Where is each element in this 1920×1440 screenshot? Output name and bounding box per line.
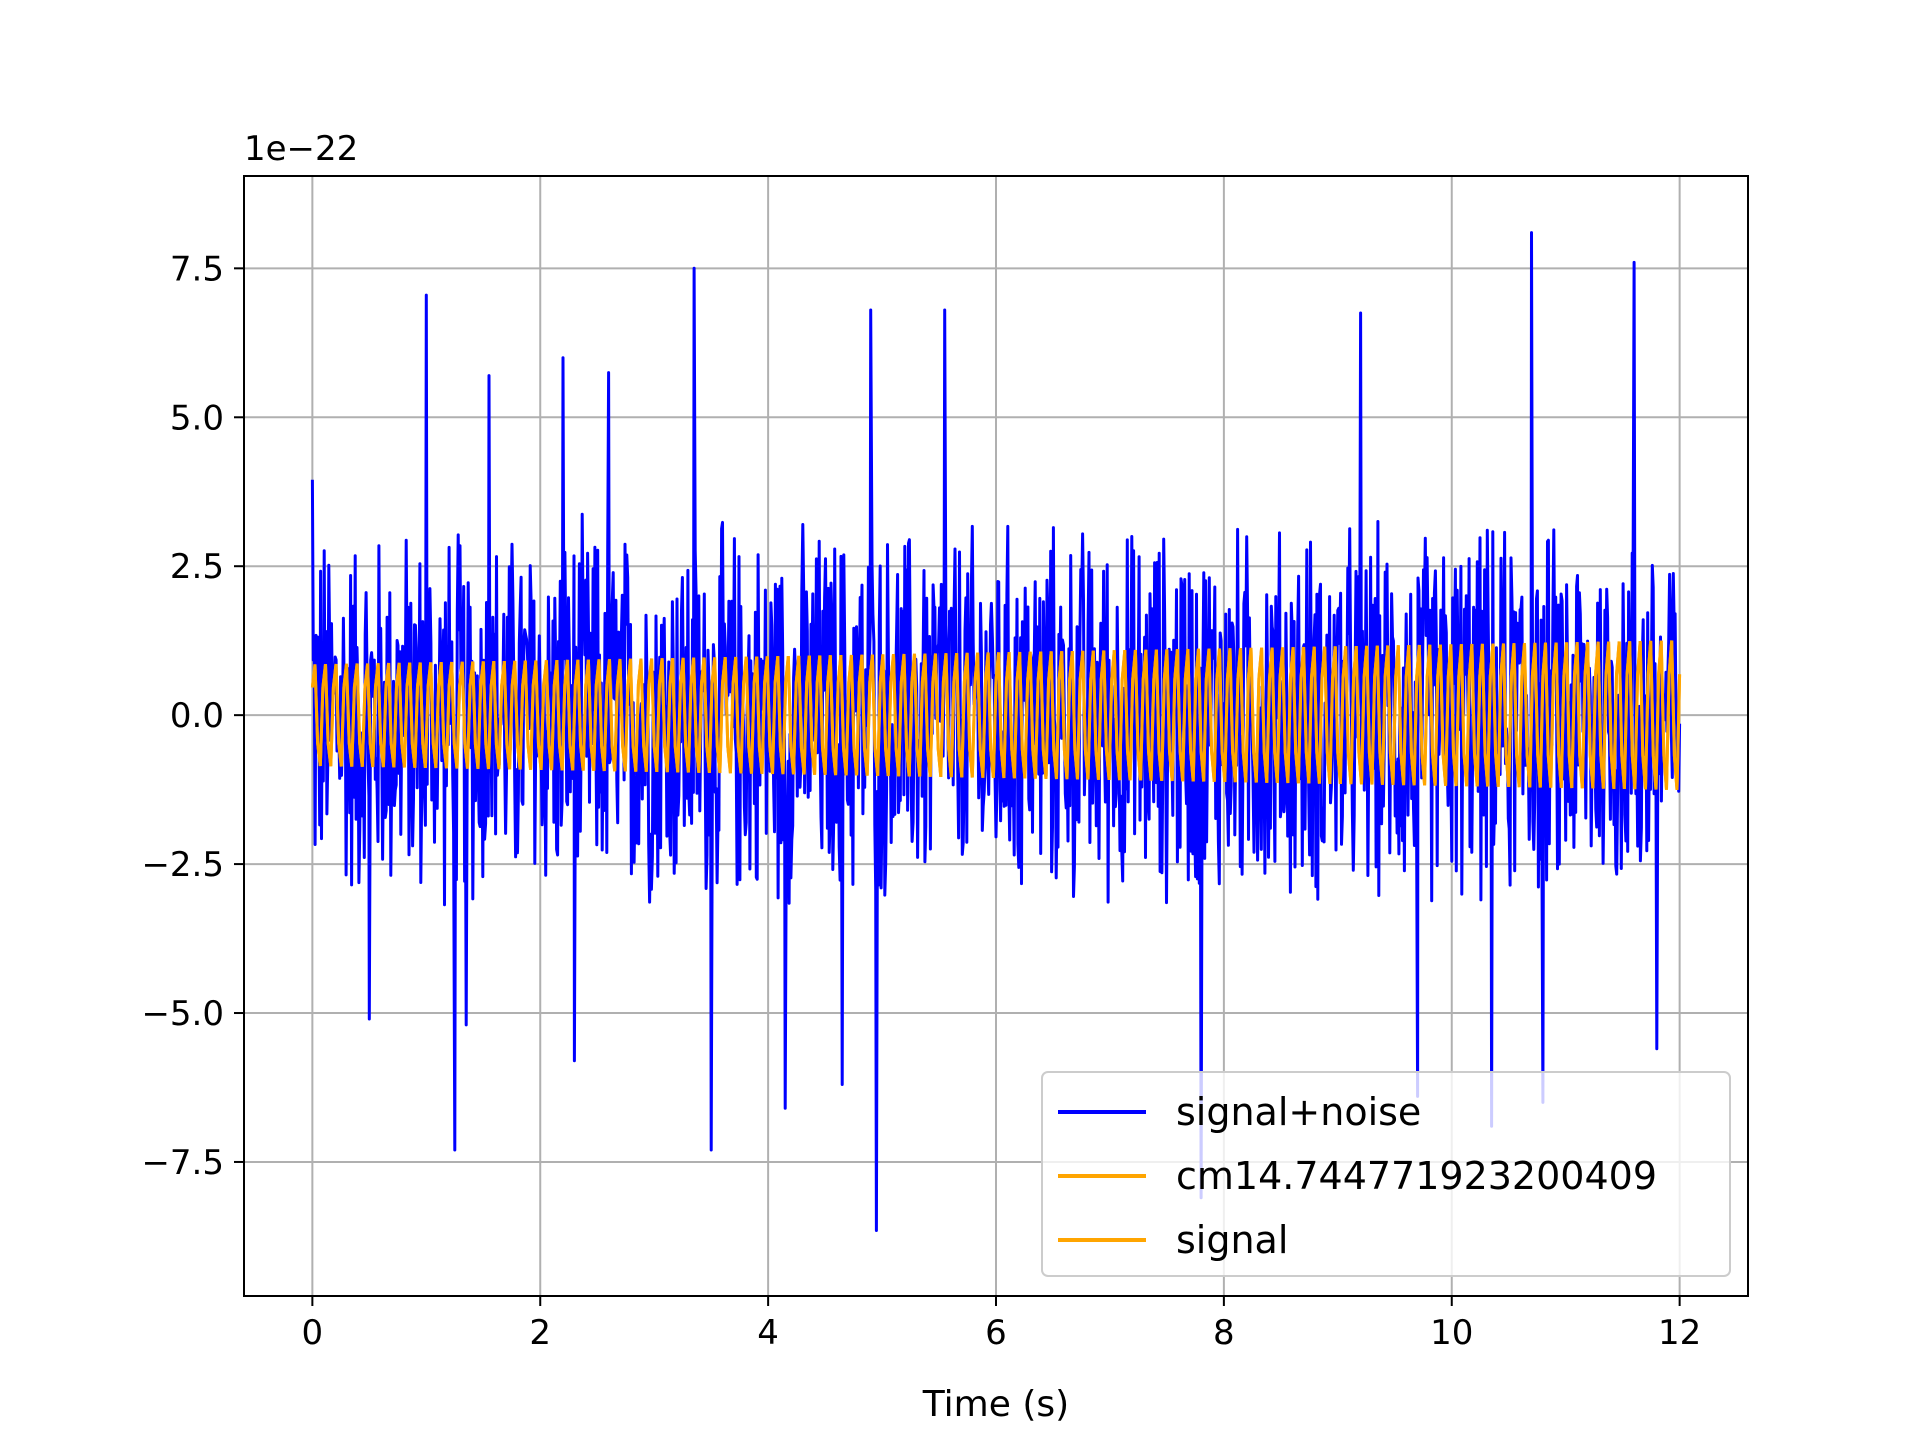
legend-item-cm-template: cm14.744771923200409 [1058, 1154, 1657, 1198]
x-tick-label: 0 [302, 1313, 324, 1353]
x-tick-label: 8 [1213, 1313, 1235, 1353]
legend-box [1041, 1071, 1731, 1277]
x-tick-label: 10 [1430, 1313, 1473, 1353]
legend-item-signal: signal [1058, 1218, 1288, 1262]
y-tick-label: −2.5 [141, 845, 224, 885]
legend-label: signal [1176, 1218, 1288, 1262]
y-tick-label: 7.5 [170, 249, 224, 289]
legend: signal+noise cm14.744771923200409 signal [1041, 1071, 1731, 1277]
y-tick-label: −5.0 [141, 994, 224, 1034]
legend-item-signal-noise: signal+noise [1058, 1090, 1421, 1134]
y-offset-text: 1e−22 [244, 129, 358, 169]
legend-label: signal+noise [1176, 1090, 1421, 1134]
series-layer [310, 231, 1682, 1232]
x-tick-label: 4 [757, 1313, 779, 1353]
series-signal-noise [310, 231, 1682, 1232]
x-axis-title: Time (s) [922, 1384, 1069, 1425]
ticks: 0 2 4 6 8 10 12 −7.5 −5.0 −2.5 0.0 2.5 5.0 7.5 [141, 249, 1701, 1353]
x-tick-label: 12 [1658, 1313, 1701, 1353]
x-tick-label: 2 [529, 1313, 551, 1353]
y-tick-label: 0.0 [170, 696, 224, 736]
y-tick-label: 5.0 [170, 398, 224, 438]
y-tick-label: 2.5 [170, 547, 224, 587]
y-tick-label: −7.5 [141, 1143, 224, 1183]
legend-label: cm14.744771923200409 [1176, 1154, 1657, 1198]
series-signal [310, 640, 1682, 791]
x-tick-label: 6 [985, 1313, 1007, 1353]
